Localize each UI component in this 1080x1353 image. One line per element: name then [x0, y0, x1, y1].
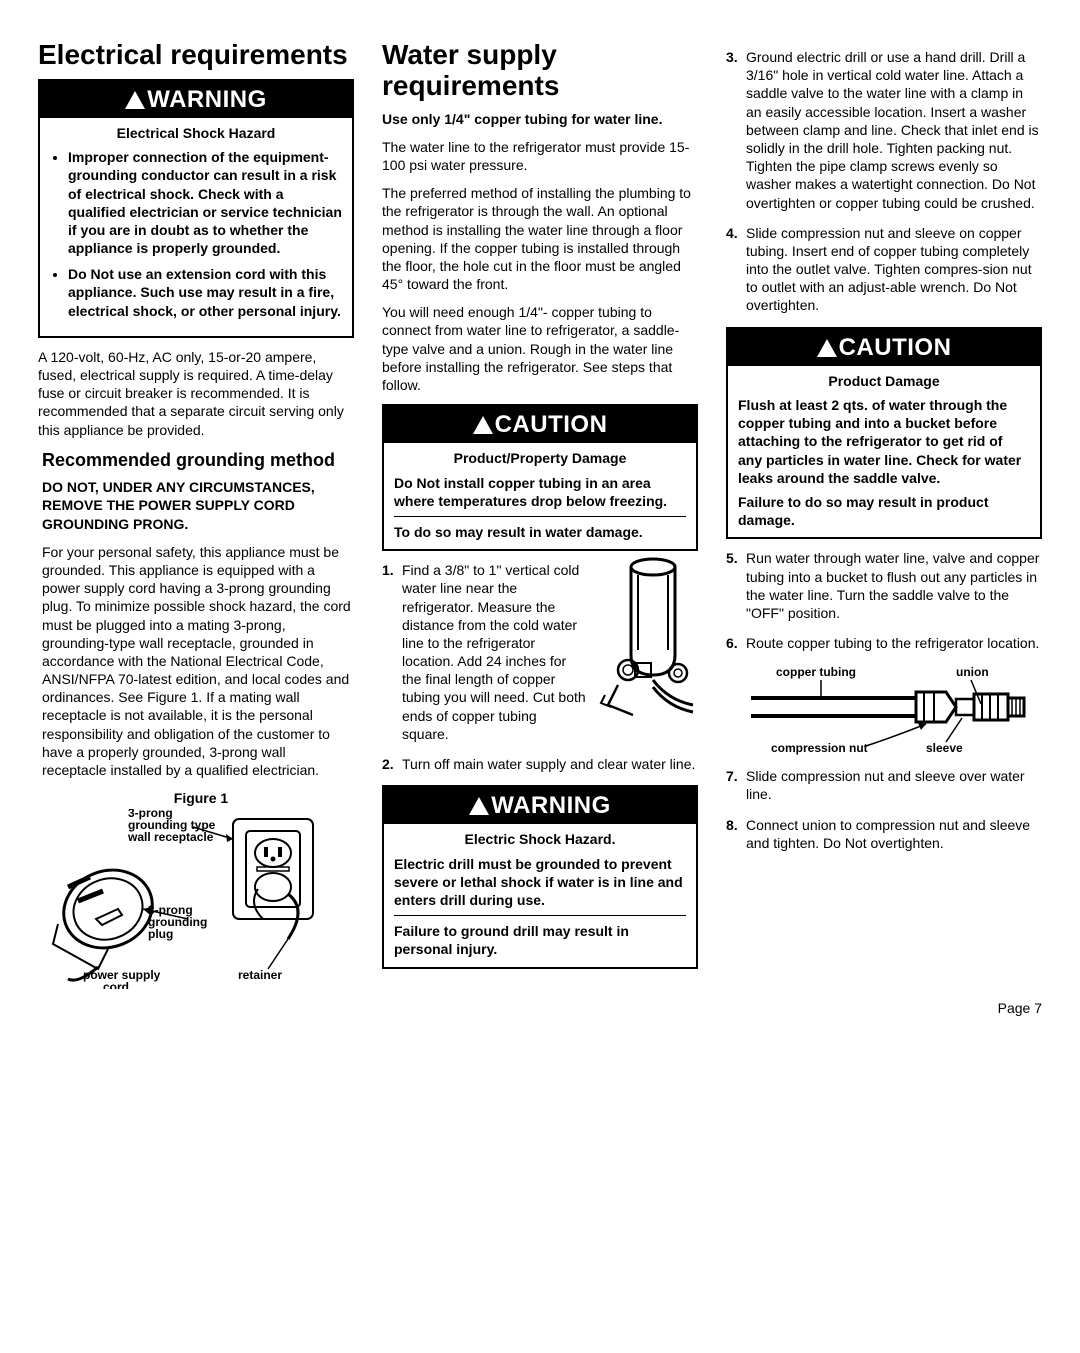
- caution-text: To do so may result in water damage.: [394, 523, 686, 541]
- warning-banner: WARNING: [40, 81, 352, 118]
- warning-text: Failure to ground drill may result in pe…: [394, 922, 686, 958]
- warning-bullet: Improper connection of the equipment-gro…: [68, 148, 342, 257]
- caution-label: CAUTION: [495, 411, 608, 438]
- column-1: Electrical requirements WARNING Electric…: [38, 40, 354, 989]
- column-3: Ground electric drill or use a hand dril…: [726, 40, 1042, 989]
- page-number: Page 7: [38, 999, 1042, 1017]
- water-supply-title: Water supply requirements: [382, 40, 698, 102]
- warning-banner: WARNING: [384, 787, 696, 824]
- figure-1-svg: 3-prong grounding type wall receptacle 3…: [48, 809, 328, 989]
- warning-icon: [469, 797, 489, 815]
- warning-subtitle: Electric Shock Hazard.: [394, 830, 686, 848]
- step-5-text: Run water through water line, valve and …: [746, 550, 1039, 621]
- tubing-diagram: copper tubing union: [746, 664, 1042, 759]
- label-tubing: copper tubing: [776, 665, 856, 679]
- page-content: Electrical requirements WARNING Electric…: [38, 40, 1042, 989]
- warning-text: Electric drill must be grounded to preve…: [394, 855, 686, 910]
- label-sleeve: sleeve: [926, 741, 963, 755]
- separator: [394, 516, 686, 517]
- caution-text: Do Not install copper tubing in an area …: [394, 474, 686, 510]
- warning-subtitle: Electrical Shock Hazard: [50, 124, 342, 142]
- label-nut: compression nut: [771, 741, 868, 755]
- caps-warning: DO NOT, UNDER ANY CIRCUMSTANCES, REMOVE …: [42, 478, 354, 533]
- caution-icon: [473, 416, 493, 434]
- step-7-text: Slide compression nut and sleeve over wa…: [746, 768, 1025, 802]
- paragraph: A 120-volt, 60-Hz, AC only, 15-or-20 amp…: [38, 348, 354, 439]
- fig1-label-plug: 3-prong grounding plug: [148, 903, 211, 941]
- steps-5-6: Run water through water line, valve and …: [726, 549, 1042, 652]
- step-8: Connect union to compression nut and sle…: [726, 816, 1042, 852]
- steps-3-4: Ground electric drill or use a hand dril…: [726, 48, 1042, 315]
- paragraph: The water line to the refrigerator must …: [382, 138, 698, 174]
- caution-banner: CAUTION: [728, 329, 1040, 366]
- paragraph: The preferred method of installing the p…: [382, 184, 698, 293]
- step-2-text: Turn off main water supply and clear wat…: [402, 756, 695, 772]
- electrical-requirements-title: Electrical requirements: [38, 40, 354, 71]
- step-2: Turn off main water supply and clear wat…: [382, 755, 698, 773]
- step-3-text: Ground electric drill or use a hand dril…: [746, 49, 1039, 211]
- warning-label: WARNING: [491, 792, 611, 819]
- fig1-label-retainer: retainer: [238, 968, 282, 982]
- step-7: Slide compression nut and sleeve over wa…: [726, 767, 1042, 803]
- caution-body: Product/Property Damage Do Not install c…: [384, 443, 696, 549]
- warning-bullet: Do Not use an extension cord with this a…: [68, 265, 342, 320]
- step-1-text: Find a 3/8" to 1" vertical cold water li…: [402, 562, 586, 742]
- caution-box: CAUTION Product/Property Damage Do Not i…: [382, 404, 698, 551]
- caution-box-2: CAUTION Product Damage Flush at least 2 …: [726, 327, 1042, 540]
- fig1-label-recep: 3-prong grounding type wall receptacle: [127, 809, 219, 844]
- tubing-svg: copper tubing union: [746, 664, 1026, 759]
- step-3: Ground electric drill or use a hand dril…: [726, 48, 1042, 212]
- column-2: Water supply requirements Use only 1/4" …: [382, 40, 698, 989]
- figure-1: Figure 1: [48, 789, 354, 989]
- step-1: Find a 3/8" to 1" vertical cold water li…: [382, 561, 698, 743]
- caution-subtitle: Product Damage: [738, 372, 1030, 390]
- paragraph: You will need enough 1/4"- copper tubing…: [382, 303, 698, 394]
- grounding-subhead: Recommended grounding method: [42, 449, 354, 472]
- step-4: Slide compression nut and sleeve on copp…: [726, 224, 1042, 315]
- figure-1-label: Figure 1: [48, 789, 354, 807]
- caution-banner: CAUTION: [384, 406, 696, 443]
- steps-7-8: Slide compression nut and sleeve over wa…: [726, 767, 1042, 852]
- caution-subtitle: Product/Property Damage: [394, 449, 686, 467]
- caution-body: Product Damage Flush at least 2 qts. of …: [728, 366, 1040, 538]
- warning-box-2: WARNING Electric Shock Hazard. Electric …: [382, 785, 698, 968]
- caution-label: CAUTION: [839, 334, 952, 361]
- caution-text: Flush at least 2 qts. of water through t…: [738, 396, 1030, 487]
- step-4-text: Slide compression nut and sleeve on copp…: [746, 225, 1032, 314]
- warning-icon: [125, 91, 145, 109]
- warning-body: Electrical Shock Hazard Improper connect…: [40, 118, 352, 336]
- step-5: Run water through water line, valve and …: [726, 549, 1042, 622]
- caution-icon: [817, 339, 837, 357]
- separator: [394, 915, 686, 916]
- caution-text: Failure to do so may result in product d…: [738, 493, 1030, 529]
- warning-body: Electric Shock Hazard. Electric drill mu…: [384, 824, 696, 966]
- warning-label: WARNING: [147, 86, 267, 113]
- valve-svg: [593, 555, 698, 720]
- paragraph: For your personal safety, this appliance…: [42, 543, 354, 779]
- intro-bold: Use only 1/4" copper tubing for water li…: [382, 110, 698, 128]
- step-6-text: Route copper tubing to the refrigerator …: [746, 635, 1039, 651]
- label-union: union: [956, 665, 989, 679]
- fig1-label-cord: power supply cord: [83, 968, 164, 989]
- warning-box: WARNING Electrical Shock Hazard Improper…: [38, 79, 354, 338]
- steps-1-2: Find a 3/8" to 1" vertical cold water li…: [382, 561, 698, 773]
- step-6: Route copper tubing to the refrigerator …: [726, 634, 1042, 652]
- step-8-text: Connect union to compression nut and sle…: [746, 817, 1030, 851]
